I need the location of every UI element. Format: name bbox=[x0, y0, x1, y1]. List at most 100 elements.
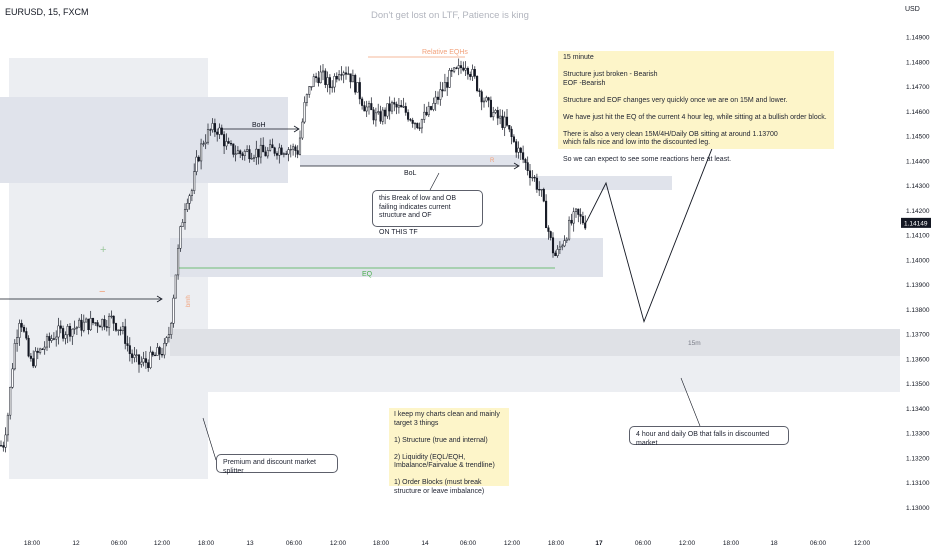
candle-body bbox=[338, 74, 341, 80]
candle-body bbox=[579, 214, 582, 217]
candle-body bbox=[36, 350, 39, 353]
candle-body bbox=[531, 176, 534, 179]
candle-body bbox=[264, 151, 267, 157]
candle-body bbox=[384, 109, 387, 117]
candle-body bbox=[280, 147, 283, 155]
candle-body bbox=[55, 336, 58, 340]
candle-body bbox=[377, 111, 380, 114]
candle-body bbox=[563, 240, 566, 247]
candle-body bbox=[482, 100, 486, 103]
candle-body bbox=[358, 82, 361, 100]
time-tick-label: 17 bbox=[595, 540, 603, 547]
candle-body bbox=[158, 347, 161, 355]
candle-body bbox=[18, 323, 21, 338]
candle-body bbox=[78, 319, 81, 328]
candle-body bbox=[335, 75, 338, 80]
candle-body bbox=[347, 73, 350, 75]
candle-body bbox=[45, 336, 49, 348]
candle-body bbox=[574, 208, 578, 212]
candle-body bbox=[427, 106, 430, 116]
break-pointer bbox=[429, 172, 440, 191]
time-tick-label: 06:00 bbox=[111, 540, 128, 547]
candle-body bbox=[508, 125, 511, 130]
candle-body bbox=[124, 326, 127, 344]
candle-body bbox=[204, 141, 207, 144]
price-tick-label: 1.14100 bbox=[906, 233, 930, 240]
candle-body bbox=[554, 252, 557, 256]
candle-body bbox=[119, 329, 122, 331]
splitter-pointer bbox=[202, 417, 217, 461]
eq-label: EQ bbox=[362, 271, 373, 278]
candle-body bbox=[487, 97, 490, 101]
candle-body bbox=[133, 354, 136, 358]
price-tick-label: 1.13500 bbox=[906, 381, 930, 388]
candle-body bbox=[499, 115, 502, 119]
analysis-note[interactable]: 15 minute Structure just broken - Bearis… bbox=[558, 51, 834, 163]
symbol-header[interactable]: EURUSD, 15, FXCM bbox=[5, 7, 89, 17]
candle-body bbox=[485, 97, 488, 102]
candle-body bbox=[96, 322, 99, 327]
candle-body bbox=[57, 325, 60, 338]
splitter-callout[interactable]: Premium and discount market splitter bbox=[216, 454, 338, 475]
candle-body bbox=[262, 144, 265, 153]
candle-body bbox=[515, 141, 518, 153]
candle-body bbox=[333, 75, 336, 88]
keep-clean-note[interactable]: I keep my charts clean and mainly target… bbox=[389, 408, 509, 495]
candle-body bbox=[275, 153, 279, 156]
candle-body bbox=[285, 153, 288, 155]
candle-body bbox=[252, 157, 256, 159]
candle-body bbox=[551, 237, 555, 254]
ob-4h-callout[interactable]: 4 hour and daily OB that falls in discou… bbox=[629, 426, 789, 447]
candle-body bbox=[367, 103, 371, 108]
candle-body bbox=[216, 131, 219, 135]
candle-body bbox=[473, 68, 476, 77]
candle-body bbox=[243, 151, 246, 156]
candle-body bbox=[478, 90, 481, 92]
candle-body bbox=[443, 82, 446, 92]
candle-body bbox=[50, 338, 53, 341]
candle-body bbox=[9, 387, 12, 416]
candle-body bbox=[430, 106, 433, 110]
candle-body bbox=[545, 200, 548, 229]
bol-label: BoL bbox=[404, 170, 417, 177]
boh-arrowhead bbox=[293, 125, 300, 133]
candle-body bbox=[425, 111, 428, 116]
time-tick-label: 12:00 bbox=[504, 540, 521, 547]
candle-body bbox=[271, 144, 274, 149]
zones-layer bbox=[0, 58, 900, 479]
candle-body bbox=[496, 110, 499, 119]
candle-body bbox=[160, 353, 164, 356]
upper-supply-zone bbox=[0, 97, 288, 183]
candle-body bbox=[407, 112, 410, 120]
candle-body bbox=[418, 127, 421, 129]
candle-body bbox=[181, 222, 184, 227]
candle-body bbox=[379, 111, 382, 122]
candle-body bbox=[361, 98, 364, 106]
candle-body bbox=[386, 103, 389, 117]
price-tick-label: 1.14600 bbox=[906, 109, 930, 116]
candle-body bbox=[561, 245, 564, 248]
candle-body bbox=[556, 249, 559, 256]
candle-body bbox=[381, 109, 384, 122]
candle-body bbox=[202, 143, 205, 145]
price-tick-label: 1.13200 bbox=[906, 455, 930, 462]
chart-tagline: Don't get lost on LTF, Patience is king bbox=[371, 10, 529, 21]
candle-body bbox=[492, 112, 495, 118]
candle-body bbox=[466, 68, 469, 75]
candle-body bbox=[436, 96, 440, 100]
candle-body bbox=[142, 358, 145, 363]
candle-body bbox=[121, 326, 124, 331]
candles-layer bbox=[0, 58, 587, 453]
price-tick-label: 1.13000 bbox=[906, 505, 930, 512]
candle-body bbox=[66, 326, 69, 336]
candle-body bbox=[363, 105, 366, 112]
candle-body bbox=[236, 150, 239, 155]
candle-body bbox=[223, 134, 226, 147]
break-callout[interactable]: this Break of low and OB failing indicat… bbox=[372, 190, 483, 236]
candle-body bbox=[257, 148, 260, 158]
candle-body bbox=[20, 323, 23, 328]
candle-body bbox=[266, 150, 269, 157]
candle-body bbox=[170, 323, 173, 335]
